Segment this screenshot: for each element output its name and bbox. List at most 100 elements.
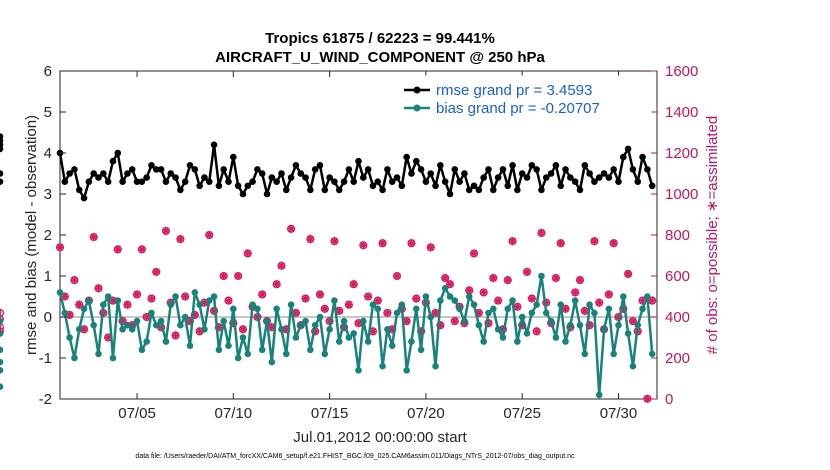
x-tick-label-4: 07/25 xyxy=(503,405,541,422)
bias grand pr = -0.20707-point-71 xyxy=(398,301,406,309)
rmse grand pr = 3.4593-point-11 xyxy=(109,157,117,165)
bias grand pr = -0.20707-point-64 xyxy=(364,338,372,345)
rmse grand pr = 3.4593-point-37 xyxy=(234,182,242,190)
bias grand pr = -0.20707-point-95 xyxy=(514,338,521,345)
y-tick-label-5: 3 xyxy=(44,186,52,203)
assimilated-point-16 xyxy=(133,290,142,299)
assimilated-point-24 xyxy=(171,331,180,340)
rmse grand pr = 3.4593-point-71 xyxy=(398,182,406,190)
bias grand pr = -0.20707-point-100 xyxy=(538,272,545,280)
assimilated-point-54 xyxy=(315,290,324,299)
bias grand pr = -0.20707-point-124 xyxy=(0,383,4,390)
rmse grand pr = 3.4593-point-5 xyxy=(80,194,88,202)
bias grand pr = -0.20707-point-57 xyxy=(331,297,338,304)
rmse grand pr = 3.4593-point-53 xyxy=(311,166,319,173)
bias grand pr = -0.20707-point-81 xyxy=(446,293,454,300)
assimilated-point-70 xyxy=(393,272,402,280)
bias grand pr = -0.20707-point-12 xyxy=(114,297,122,304)
data-file-footnote: data file: /Users/raeder/DAI/ATM_forcXX/… xyxy=(135,453,575,460)
assimilated-point-18 xyxy=(142,313,151,321)
assimilated-point-111 xyxy=(590,237,599,246)
bias grand pr = -0.20707-point-67 xyxy=(379,362,386,370)
assimilated-point-17 xyxy=(137,245,146,254)
rmse grand pr = 3.4593-point-74 xyxy=(412,157,420,165)
bias grand pr = -0.20707-point-29 xyxy=(196,301,203,309)
rmse grand pr = 3.4593-point-118 xyxy=(624,145,632,153)
rmse grand pr = 3.4593-point-1 xyxy=(61,178,69,185)
assimilated-point-114 xyxy=(604,290,613,299)
assimilated-point-64 xyxy=(364,292,373,301)
assimilated-point-26 xyxy=(181,292,190,301)
bias grand pr = -0.20707-point-85 xyxy=(465,293,473,300)
bias grand pr = -0.20707-point-99 xyxy=(533,301,540,309)
bias grand pr = -0.20707-point-48 xyxy=(287,301,295,309)
rmse grand pr = 3.4593-point-27 xyxy=(186,162,194,169)
bias grand pr = -0.20707-point-27 xyxy=(186,342,194,350)
assimilated-point-34 xyxy=(219,272,228,280)
rmse grand pr = 3.4593-point-68 xyxy=(384,166,391,173)
bias grand pr = -0.20707-point-111 xyxy=(591,309,598,317)
assimilated-point-52 xyxy=(306,235,315,244)
bias grand pr = -0.20707-point-98 xyxy=(528,309,536,317)
assimilated-point-55 xyxy=(320,304,329,313)
rmse grand pr = 3.4593-point-14 xyxy=(124,170,131,177)
assimilated-point-115 xyxy=(609,239,618,248)
rmse grand pr = 3.4593-point-117 xyxy=(619,153,627,161)
rmse grand pr = 3.4593-point-17 xyxy=(138,178,146,185)
bias grand pr = -0.20707-point-122 xyxy=(644,293,651,300)
rmse grand pr = 3.4593-point-123 xyxy=(648,182,656,190)
bias grand pr = -0.20707-point-46 xyxy=(278,326,285,333)
assimilated-point-100 xyxy=(537,228,546,237)
rmse grand pr = 3.4593-point-100 xyxy=(538,186,545,194)
x-tick-label-2: 07/15 xyxy=(311,405,349,422)
rmse grand pr = 3.4593-point-21 xyxy=(157,166,165,173)
rmse grand pr = 3.4593-point-46 xyxy=(278,170,285,177)
rmse grand pr = 3.4593-point-127 xyxy=(0,178,4,185)
assimilated-point-61 xyxy=(349,280,358,289)
bias grand pr = -0.20707-point-94 xyxy=(509,297,516,304)
y-tick-label-3: 1 xyxy=(44,268,52,285)
bias grand pr = -0.20707-point-84 xyxy=(461,317,468,325)
assimilated-point-107 xyxy=(571,288,580,297)
bias grand pr = -0.20707-point-101 xyxy=(542,309,550,317)
rmse grand pr = 3.4593-point-115 xyxy=(610,166,617,173)
bias grand pr = -0.20707-point-33 xyxy=(215,346,223,354)
x-axis-label: Jul.01,2012 00:00:00 start xyxy=(293,429,467,446)
assimilated-point-22 xyxy=(161,226,170,235)
rmse grand pr = 3.4593-point-76 xyxy=(422,178,430,185)
assimilated-point-86 xyxy=(470,249,479,258)
bias grand pr = -0.20707-point-107 xyxy=(571,297,579,304)
bias grand pr = -0.20707-point-68 xyxy=(384,326,391,333)
bias grand pr = -0.20707-point-22 xyxy=(162,338,170,345)
rmse grand pr = 3.4593-point-113 xyxy=(600,170,608,177)
rmse grand pr = 3.4593-point-30 xyxy=(201,174,208,181)
rmse grand pr = 3.4593-point-48 xyxy=(287,174,295,181)
bias grand pr = -0.20707-point-43 xyxy=(263,317,271,325)
rmse grand pr = 3.4593-point-112 xyxy=(595,174,603,181)
rmse grand pr = 3.4593-point-72 xyxy=(403,153,410,161)
rmse grand pr = 3.4593-point-42 xyxy=(258,170,266,177)
bias grand pr = -0.20707-point-13 xyxy=(119,326,126,333)
assimilated-point-123 xyxy=(648,296,657,305)
bias grand pr = -0.20707-point-50 xyxy=(297,321,305,329)
assimilated-point-45 xyxy=(272,280,281,289)
rmse grand pr = 3.4593-point-83 xyxy=(456,178,463,185)
bias grand pr = -0.20707-point-19 xyxy=(148,309,155,317)
bias grand pr = -0.20707-point-114 xyxy=(605,305,613,313)
bias grand pr = -0.20707-point-129 xyxy=(0,346,4,354)
rmse grand pr = 3.4593-point-59 xyxy=(340,178,348,185)
bias grand pr = -0.20707-point-120 xyxy=(634,321,642,329)
bias grand pr = -0.20707-point-11 xyxy=(109,354,117,362)
chart-subtitle: AIRCRAFT_U_WIND_COMPONENT @ 250 hPa xyxy=(215,49,545,66)
assimilated-point-67 xyxy=(378,239,387,248)
y-tick-label-4: 2 xyxy=(44,227,52,244)
y-tick-label-6: 4 xyxy=(44,145,52,162)
assimilated-point-3 xyxy=(70,276,79,285)
rmse grand pr = 3.4593-point-63 xyxy=(360,174,367,181)
rmse grand pr = 3.4593-point-69 xyxy=(388,178,396,185)
bias grand pr = -0.20707-point-112 xyxy=(595,391,603,399)
rmse grand pr = 3.4593-point-121 xyxy=(639,153,646,161)
assimilated-point-103 xyxy=(551,274,560,283)
rmse grand pr = 3.4593-point-122 xyxy=(644,166,651,173)
